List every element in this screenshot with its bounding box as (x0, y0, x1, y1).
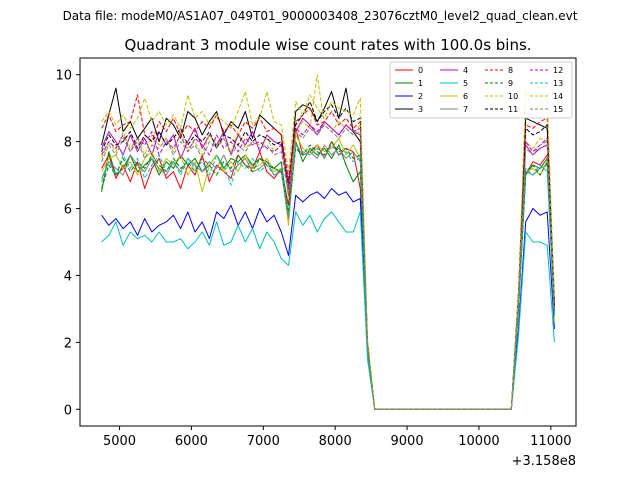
plot-lines (101, 74, 555, 410)
x-tick-label: 7000 (247, 434, 280, 449)
legend-label-9: 9 (508, 79, 513, 88)
legend-label-11: 11 (508, 105, 518, 114)
y-tick-label: 2 (64, 336, 72, 351)
y-tick-label: 6 (64, 203, 72, 218)
series-line-15 (101, 124, 555, 410)
legend-box (389, 61, 573, 119)
x-tick-label: 5000 (103, 434, 136, 449)
legend-label-2: 2 (418, 92, 423, 101)
y-tick-label: 0 (64, 403, 72, 418)
series-line-12 (101, 121, 555, 410)
legend-label-10: 10 (508, 92, 518, 101)
series-line-8 (101, 94, 555, 410)
series-line-14 (101, 91, 555, 410)
y-axis: 0 2 4 6 8 10 (55, 69, 80, 418)
chart-suptitle: Data file: modeM0/AS1A07_049T01_90000034… (63, 9, 578, 23)
legend-label-5: 5 (463, 79, 468, 88)
series-line-13 (101, 144, 555, 410)
x-tick-label: 10000 (458, 434, 499, 449)
legend-label-3: 3 (418, 105, 423, 114)
x-tick-label: 11000 (530, 434, 571, 449)
legend-label-8: 8 (508, 66, 513, 75)
legend-label-12: 12 (553, 66, 563, 75)
y-tick-label: 8 (64, 136, 72, 151)
y-tick-label: 10 (55, 69, 72, 84)
legend-label-14: 14 (553, 92, 563, 101)
y-tick-label: 4 (64, 269, 72, 284)
x-tick-label: 9000 (391, 434, 424, 449)
legend-label-7: 7 (463, 105, 468, 114)
chart-title: Quadrant 3 module wise count rates with … (124, 36, 531, 54)
legend-label-4: 4 (463, 66, 468, 75)
x-tick-label: 6000 (175, 434, 208, 449)
legend-label-15: 15 (553, 105, 563, 114)
x-offset-text: +3.158e8 (512, 454, 576, 469)
x-tick-label: 8000 (319, 434, 352, 449)
legend-label-13: 13 (553, 79, 563, 88)
legend-label-6: 6 (463, 92, 468, 101)
legend-label-1: 1 (418, 79, 423, 88)
x-axis: 5000 6000 7000 8000 9000 10000 11000 (103, 426, 572, 449)
legend-label-0: 0 (418, 66, 423, 75)
axes-frame (79, 57, 577, 427)
